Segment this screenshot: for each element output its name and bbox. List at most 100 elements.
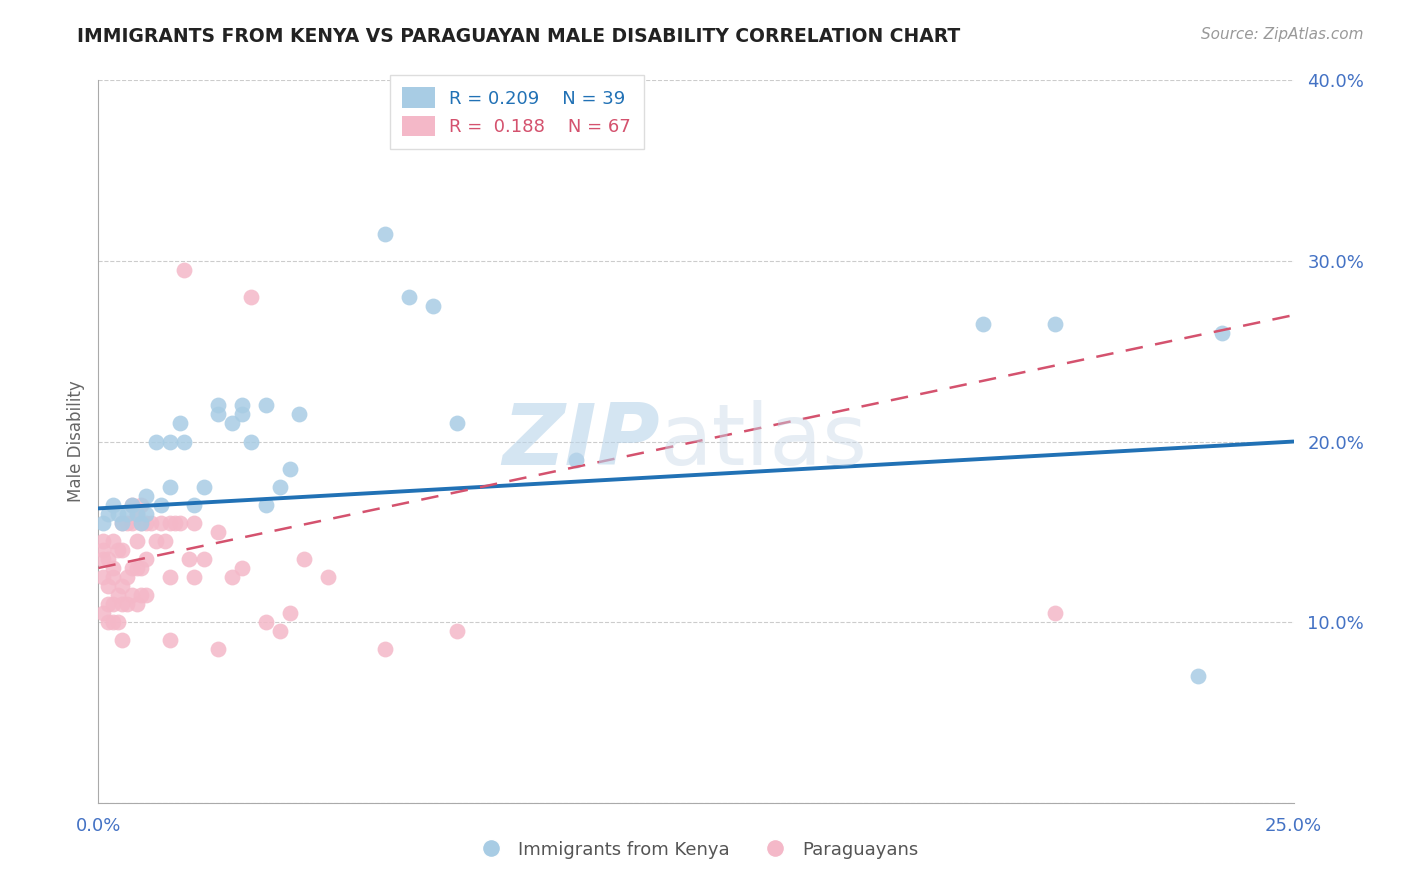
Point <box>125 533 148 548</box>
Point <box>125 597 148 611</box>
Point <box>97 507 120 521</box>
Point <box>159 633 181 648</box>
Point <box>231 408 253 422</box>
Point <box>1211 326 1233 340</box>
Point <box>125 507 148 521</box>
Point <box>107 588 129 602</box>
Point <box>183 498 205 512</box>
Point <box>91 606 114 620</box>
Point <box>288 408 311 422</box>
Point <box>374 642 396 657</box>
Point <box>173 434 195 449</box>
Point <box>115 516 138 530</box>
Point <box>107 542 129 557</box>
Point <box>115 570 138 584</box>
Point <box>131 516 153 530</box>
Y-axis label: Male Disability: Male Disability <box>66 381 84 502</box>
Point <box>107 615 129 630</box>
Text: IMMIGRANTS FROM KENYA VS PARAGUAYAN MALE DISABILITY CORRELATION CHART: IMMIGRANTS FROM KENYA VS PARAGUAYAN MALE… <box>77 27 960 45</box>
Point <box>1187 669 1209 683</box>
Point <box>159 434 181 449</box>
Point <box>231 398 253 412</box>
Point <box>446 624 468 639</box>
Point <box>149 516 172 530</box>
Point <box>91 533 114 548</box>
Point <box>278 461 301 475</box>
Point <box>149 498 172 512</box>
Point <box>240 434 263 449</box>
Point <box>292 552 315 566</box>
Point <box>278 606 301 620</box>
Point <box>1043 606 1066 620</box>
Point <box>111 516 134 530</box>
Point <box>111 597 134 611</box>
Point <box>221 417 243 431</box>
Text: ZIP: ZIP <box>502 400 661 483</box>
Point <box>159 570 181 584</box>
Point <box>121 588 143 602</box>
Point <box>121 516 143 530</box>
Point <box>111 633 134 648</box>
Point <box>163 516 186 530</box>
Point <box>97 552 120 566</box>
Point <box>111 516 134 530</box>
Point <box>97 597 120 611</box>
Point <box>254 398 277 412</box>
Point <box>135 489 157 503</box>
Point <box>193 480 215 494</box>
Point <box>207 524 229 539</box>
Point <box>169 417 191 431</box>
Point <box>254 615 277 630</box>
Point <box>398 290 420 304</box>
Point <box>269 480 291 494</box>
Point <box>101 561 124 575</box>
Point <box>101 498 124 512</box>
Point <box>91 570 114 584</box>
Point <box>972 317 994 331</box>
Point <box>231 561 253 575</box>
Point <box>125 561 148 575</box>
Point <box>183 570 205 584</box>
Point <box>135 552 157 566</box>
Point <box>101 597 124 611</box>
Point <box>101 533 124 548</box>
Point <box>207 642 229 657</box>
Point <box>121 498 143 512</box>
Point <box>254 498 277 512</box>
Point <box>97 615 120 630</box>
Point <box>221 570 243 584</box>
Point <box>111 542 134 557</box>
Point <box>159 480 181 494</box>
Point <box>91 542 114 557</box>
Point <box>115 507 138 521</box>
Point <box>173 263 195 277</box>
Point <box>193 552 215 566</box>
Point <box>101 570 124 584</box>
Point <box>446 417 468 431</box>
Point <box>207 408 229 422</box>
Point <box>316 570 339 584</box>
Point <box>135 516 157 530</box>
Point <box>91 552 114 566</box>
Point <box>135 588 157 602</box>
Point <box>121 561 143 575</box>
Point <box>131 498 153 512</box>
Text: atlas: atlas <box>661 400 868 483</box>
Point <box>269 624 291 639</box>
Point <box>145 434 167 449</box>
Point <box>125 507 148 521</box>
Point <box>169 516 191 530</box>
Point <box>565 452 588 467</box>
Point <box>97 579 120 593</box>
Text: Source: ZipAtlas.com: Source: ZipAtlas.com <box>1201 27 1364 42</box>
Point <box>91 516 114 530</box>
Point <box>107 507 129 521</box>
Legend: Immigrants from Kenya, Paraguayans: Immigrants from Kenya, Paraguayans <box>467 834 925 866</box>
Point <box>374 227 396 241</box>
Point <box>101 615 124 630</box>
Point <box>121 498 143 512</box>
Point <box>111 579 134 593</box>
Point <box>179 552 201 566</box>
Point <box>183 516 205 530</box>
Point <box>1043 317 1066 331</box>
